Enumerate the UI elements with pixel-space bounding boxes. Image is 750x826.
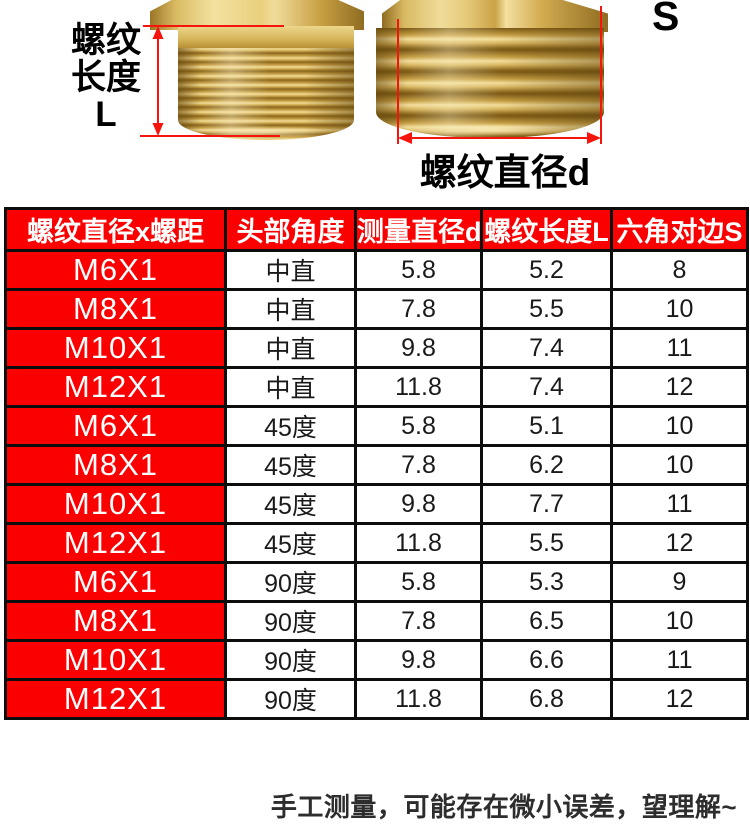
- col-header-head-angle: 头部角度: [224, 207, 357, 252]
- cell-thread-spec: M10X1: [4, 327, 227, 369]
- cell-thread-length: 6.8: [480, 678, 613, 720]
- cell-thread-spec: M10X1: [4, 483, 227, 525]
- spec-table-row: M10X1 45度 9.8 7.7 11: [4, 483, 749, 525]
- cell-head-angle: 90度: [224, 561, 357, 603]
- cell-measured-diameter: 7.8: [354, 444, 483, 486]
- cell-thread-length: 5.3: [480, 561, 613, 603]
- cell-measured-diameter: 9.8: [354, 327, 483, 369]
- cell-measured-diameter: 7.8: [354, 600, 483, 642]
- measurement-disclaimer-note: 手工测量，可能存在微小误差，望理解~: [270, 792, 737, 822]
- col-header-thread-length: 螺纹长度L: [480, 207, 613, 252]
- fitting-right-threaded-body: [376, 28, 604, 138]
- cell-measured-diameter: 5.8: [354, 249, 483, 291]
- cell-hex-flats: 12: [610, 366, 749, 408]
- spec-table-row: M12X1 90度 11.8 6.8 12: [4, 678, 749, 720]
- cell-head-angle: 中直: [224, 327, 357, 369]
- fitting-right-hex-head: [382, 0, 608, 32]
- col-header-hex-flats: 六角对边S: [610, 207, 749, 252]
- spec-table-row: M6X1 45度 5.8 5.1 10: [4, 405, 749, 447]
- spec-table-row: M8X1 45度 7.8 6.2 10: [4, 444, 749, 486]
- cell-hex-flats: 10: [610, 600, 749, 642]
- cell-thread-spec: M12X1: [4, 366, 227, 408]
- cell-head-angle: 45度: [224, 444, 357, 486]
- cell-measured-diameter: 7.8: [354, 288, 483, 330]
- hex-width-label: S: [652, 0, 680, 39]
- spec-table-row: M6X1 90度 5.8 5.3 9: [4, 561, 749, 603]
- cell-thread-length: 5.2: [480, 249, 613, 291]
- cell-thread-length: 7.7: [480, 483, 613, 525]
- col-header-measured-diameter: 测量直径d: [354, 207, 483, 252]
- cell-head-angle: 中直: [224, 288, 357, 330]
- cell-measured-diameter: 11.8: [354, 678, 483, 720]
- cell-measured-diameter: 11.8: [354, 522, 483, 564]
- thread-length-label-line3: L: [95, 95, 117, 134]
- cell-measured-diameter: 5.8: [354, 561, 483, 603]
- cell-head-angle: 中直: [224, 249, 357, 291]
- cell-hex-flats: 12: [610, 678, 749, 720]
- cell-thread-spec: M8X1: [4, 600, 227, 642]
- fitting-left-bottom-highlight: [195, 126, 337, 138]
- cell-hex-flats: 10: [610, 405, 749, 447]
- spec-table-row: M6X1 中直 5.8 5.2 8: [4, 249, 749, 291]
- cell-hex-flats: 10: [610, 444, 749, 486]
- cell-thread-spec: M6X1: [4, 405, 227, 447]
- spec-table-header: 螺纹直径x螺距 头部角度 测量直径d 螺纹长度L 六角对边S: [4, 207, 749, 252]
- cell-measured-diameter: 5.8: [354, 405, 483, 447]
- fitting-left-threaded-body: [178, 26, 354, 140]
- thread-diameter-label: 螺纹直径d: [419, 152, 591, 193]
- cell-thread-spec: M8X1: [4, 444, 227, 486]
- cell-head-angle: 45度: [224, 522, 357, 564]
- fitting-left-shank: [178, 26, 354, 48]
- spec-table-row: M8X1 90度 7.8 6.5 10: [4, 600, 749, 642]
- cell-hex-flats: 10: [610, 288, 749, 330]
- thread-length-label-line2: 长度: [70, 58, 141, 97]
- cell-thread-spec: M8X1: [4, 288, 227, 330]
- cell-thread-length: 5.5: [480, 522, 613, 564]
- thread-length-label: 螺纹 长度 L: [54, 22, 158, 133]
- spec-table-row: M12X1 中直 11.8 7.4 12: [4, 366, 749, 408]
- cell-hex-flats: 8: [610, 249, 749, 291]
- thread-length-label-line1: 螺纹: [70, 21, 141, 60]
- cell-head-angle: 45度: [224, 483, 357, 525]
- cell-thread-length: 7.4: [480, 327, 613, 369]
- cell-thread-length: 6.2: [480, 444, 613, 486]
- product-photo-section: 螺纹 长度 L 螺纹直径d S: [0, 0, 750, 205]
- col-header-thread-spec: 螺纹直径x螺距: [4, 207, 227, 252]
- cell-thread-length: 6.6: [480, 639, 613, 681]
- cell-thread-spec: M12X1: [4, 678, 227, 720]
- cell-measured-diameter: 11.8: [354, 366, 483, 408]
- spec-table-row: M8X1 中直 7.8 5.5 10: [4, 288, 749, 330]
- cell-measured-diameter: 9.8: [354, 639, 483, 681]
- cell-thread-length: 6.5: [480, 600, 613, 642]
- header-row: 螺纹直径x螺距 头部角度 测量直径d 螺纹长度L 六角对边S: [4, 207, 749, 252]
- cell-hex-flats: 9: [610, 561, 749, 603]
- spec-table-body: M6X1 中直 5.8 5.2 8 M8X1 中直 7.8 5.5 10 M10…: [4, 249, 749, 720]
- cell-head-angle: 90度: [224, 639, 357, 681]
- cell-hex-flats: 11: [610, 327, 749, 369]
- cell-hex-flats: 11: [610, 639, 749, 681]
- brass-fitting-left-photo: [148, 0, 366, 142]
- spec-table-row: M10X1 中直 9.8 7.4 11: [4, 327, 749, 369]
- spec-table: 螺纹直径x螺距 头部角度 测量直径d 螺纹长度L 六角对边S M6X1 中直 5…: [4, 207, 749, 720]
- cell-thread-length: 5.1: [480, 405, 613, 447]
- cell-thread-spec: M12X1: [4, 522, 227, 564]
- cell-measured-diameter: 9.8: [354, 483, 483, 525]
- cell-thread-spec: M6X1: [4, 249, 227, 291]
- brass-fitting-right-photo: [376, 0, 608, 142]
- cell-thread-spec: M10X1: [4, 639, 227, 681]
- cell-hex-flats: 12: [610, 522, 749, 564]
- cell-thread-length: 7.4: [480, 366, 613, 408]
- spec-table-row: M12X1 45度 11.8 5.5 12: [4, 522, 749, 564]
- cell-head-angle: 90度: [224, 678, 357, 720]
- cell-head-angle: 中直: [224, 366, 357, 408]
- fitting-right-bottom-highlight: [398, 124, 582, 136]
- cell-thread-spec: M6X1: [4, 561, 227, 603]
- cell-hex-flats: 11: [610, 483, 749, 525]
- cell-head-angle: 45度: [224, 405, 357, 447]
- spec-table-row: M10X1 90度 9.8 6.6 11: [4, 639, 749, 681]
- cell-thread-length: 5.5: [480, 288, 613, 330]
- cell-head-angle: 90度: [224, 600, 357, 642]
